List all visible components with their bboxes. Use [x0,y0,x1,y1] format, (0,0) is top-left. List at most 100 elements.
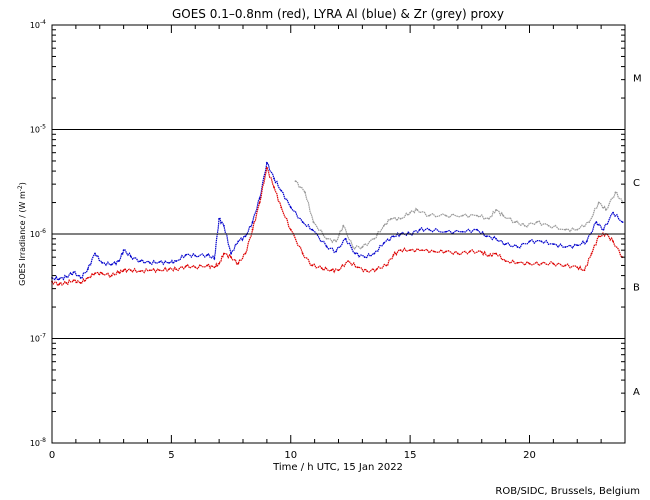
series-2-point-17 [184,265,187,268]
series-0-point-6 [351,246,354,248]
series-1-point-51 [504,243,507,246]
y-tick-exponent: -5 [40,124,46,131]
series-0-point-4 [335,240,338,243]
y-tick-base: 10 [30,439,40,448]
series-1-point-26 [251,221,254,223]
series-2-point-13 [148,269,151,272]
series-1-point-6 [94,252,96,255]
series-1-point-19 [206,254,209,256]
series-2-point-39 [366,270,369,273]
series-1-point-12 [139,260,142,263]
series-0-point-13 [416,209,419,211]
series-0-point-22 [523,224,526,227]
series-1-point-25 [244,235,247,238]
series-2-point-60 [583,269,586,272]
series-2-point-59 [576,266,579,269]
series-1-point-21 [218,217,221,220]
series-1-point-44 [418,228,421,231]
series-2-point-9 [117,271,120,274]
series-1-point-39 [373,252,376,255]
series-2-point-62 [597,235,600,238]
series-2-point-24 [237,262,240,265]
series-2-point-26 [251,228,254,231]
series-0-point-30 [614,191,617,194]
series-2-point-42 [392,254,395,256]
series-2-point-48 [456,252,459,255]
series-1-point-34 [325,245,328,248]
series-2-point-45 [421,249,423,252]
series-2-point-18 [194,266,197,269]
series-line-1 [51,161,623,282]
series-0-point-9 [382,224,385,227]
series-2-point-36 [337,269,340,272]
x-tick-label-10: 10 [284,450,297,461]
series-0-point-8 [373,237,376,240]
y-axis-label-close: ) [18,182,27,185]
flare-class-b: B [633,282,640,293]
series-2-point-22 [223,252,225,255]
series-1-point-32 [301,221,304,223]
series-2-point-61 [590,252,593,255]
series-2-point-12 [139,270,142,273]
series-2-point-6 [94,272,96,275]
series-0-point-14 [428,214,431,217]
flare-class-c: C [633,178,640,189]
series-1-point-11 [129,255,132,258]
y-tick-exponent: -7 [40,333,46,340]
series-0-point-0 [294,180,297,183]
y-tick-base: 10 [30,335,40,344]
series-1-point-38 [363,256,366,259]
series-0-point-20 [502,214,505,217]
series-1-point-52 [516,246,519,248]
series-0-point-5 [342,224,345,227]
series-1-point-27 [258,197,261,200]
series-2-point-57 [552,262,555,265]
series-2-point-25 [244,252,247,255]
series-1-point-16 [175,260,178,263]
series-1-point-45 [428,228,431,231]
series-2-point-28 [265,166,268,169]
series-2-point-5 [86,277,89,279]
series-1-point-40 [382,242,385,244]
series-1-point-7 [101,261,104,264]
y-tick-label-2: 10-6 [30,228,46,239]
series-2-point-37 [347,260,349,263]
series-2-point-16 [175,268,178,271]
series-1-point-50 [495,237,497,240]
series-0-point-15 [445,214,447,217]
series-line-0 [295,180,624,250]
x-tick-label-15: 15 [404,450,417,461]
series-1-point-60 [602,228,605,231]
series-1-point-36 [344,237,347,240]
y-tick-label-0: 10-4 [30,19,46,30]
x-tick-label-0: 0 [49,450,55,461]
series-2-point-38 [356,266,359,269]
series-2-point-1 [58,283,61,286]
series-2-point-30 [280,206,283,209]
series-1-point-53 [528,240,531,243]
series-1-point-23 [230,252,232,255]
x-tick-label-5: 5 [168,450,174,461]
series-1-point-49 [485,235,488,238]
series-2-point-31 [289,228,292,231]
series-1-point-48 [476,228,478,231]
series-2-point-23 [230,256,232,259]
series-2-point-27 [258,201,261,204]
series-2-point-29 [273,186,275,189]
series-2-point-53 [504,260,507,263]
series-2-point-50 [480,251,483,254]
data-layer [51,161,624,287]
series-1-point-24 [237,240,240,243]
series-2-point-46 [433,250,435,253]
series-2-point-15 [168,268,170,271]
series-1-point-15 [168,261,170,264]
series-1-point-62 [621,221,624,223]
series-1-point-5 [86,268,89,271]
series-1-point-56 [564,246,567,248]
y-axis-label: GOES Irradiance / (W m-2) [17,182,27,286]
series-2-point-58 [564,264,567,267]
reference-lines [52,129,625,339]
series-0-point-27 [588,221,591,223]
y-tick-base: 10 [30,230,40,239]
